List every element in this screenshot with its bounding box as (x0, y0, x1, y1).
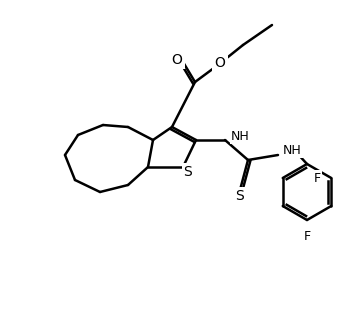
Text: NH: NH (283, 144, 302, 157)
Text: S: S (236, 189, 244, 203)
Text: F: F (303, 230, 310, 243)
Text: NH: NH (231, 130, 250, 143)
Text: F: F (314, 171, 321, 184)
Text: S: S (184, 165, 192, 179)
Text: O: O (172, 53, 182, 67)
Text: O: O (215, 56, 225, 70)
